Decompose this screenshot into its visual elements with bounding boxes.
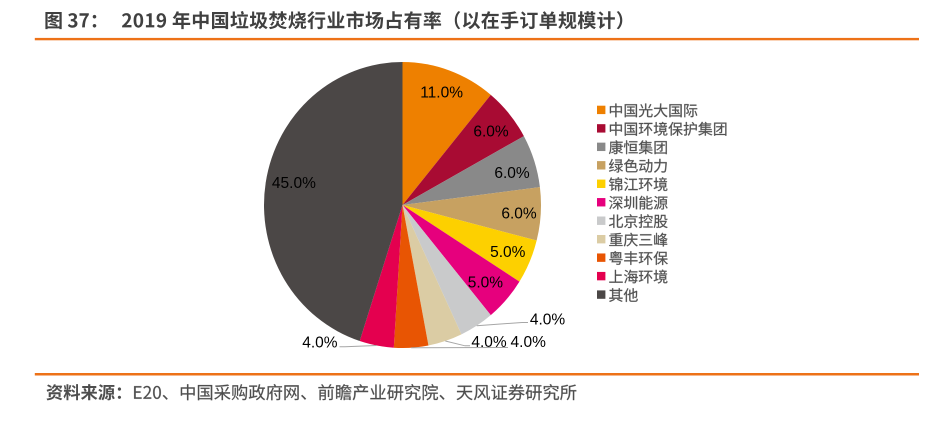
svg-text:6.0%: 6.0% (501, 205, 537, 222)
svg-text:6.0%: 6.0% (494, 165, 530, 182)
svg-text:11.0%: 11.0% (420, 84, 463, 101)
svg-text:4.0%: 4.0% (511, 334, 547, 351)
svg-text:4.0%: 4.0% (302, 335, 338, 352)
svg-text:4.0%: 4.0% (530, 311, 566, 328)
svg-text:5.0%: 5.0% (468, 275, 504, 292)
svg-text:4.0%: 4.0% (471, 334, 507, 351)
svg-text:45.0%: 45.0% (272, 175, 316, 192)
svg-text:6.0%: 6.0% (473, 123, 509, 140)
svg-text:5.0%: 5.0% (490, 244, 526, 261)
